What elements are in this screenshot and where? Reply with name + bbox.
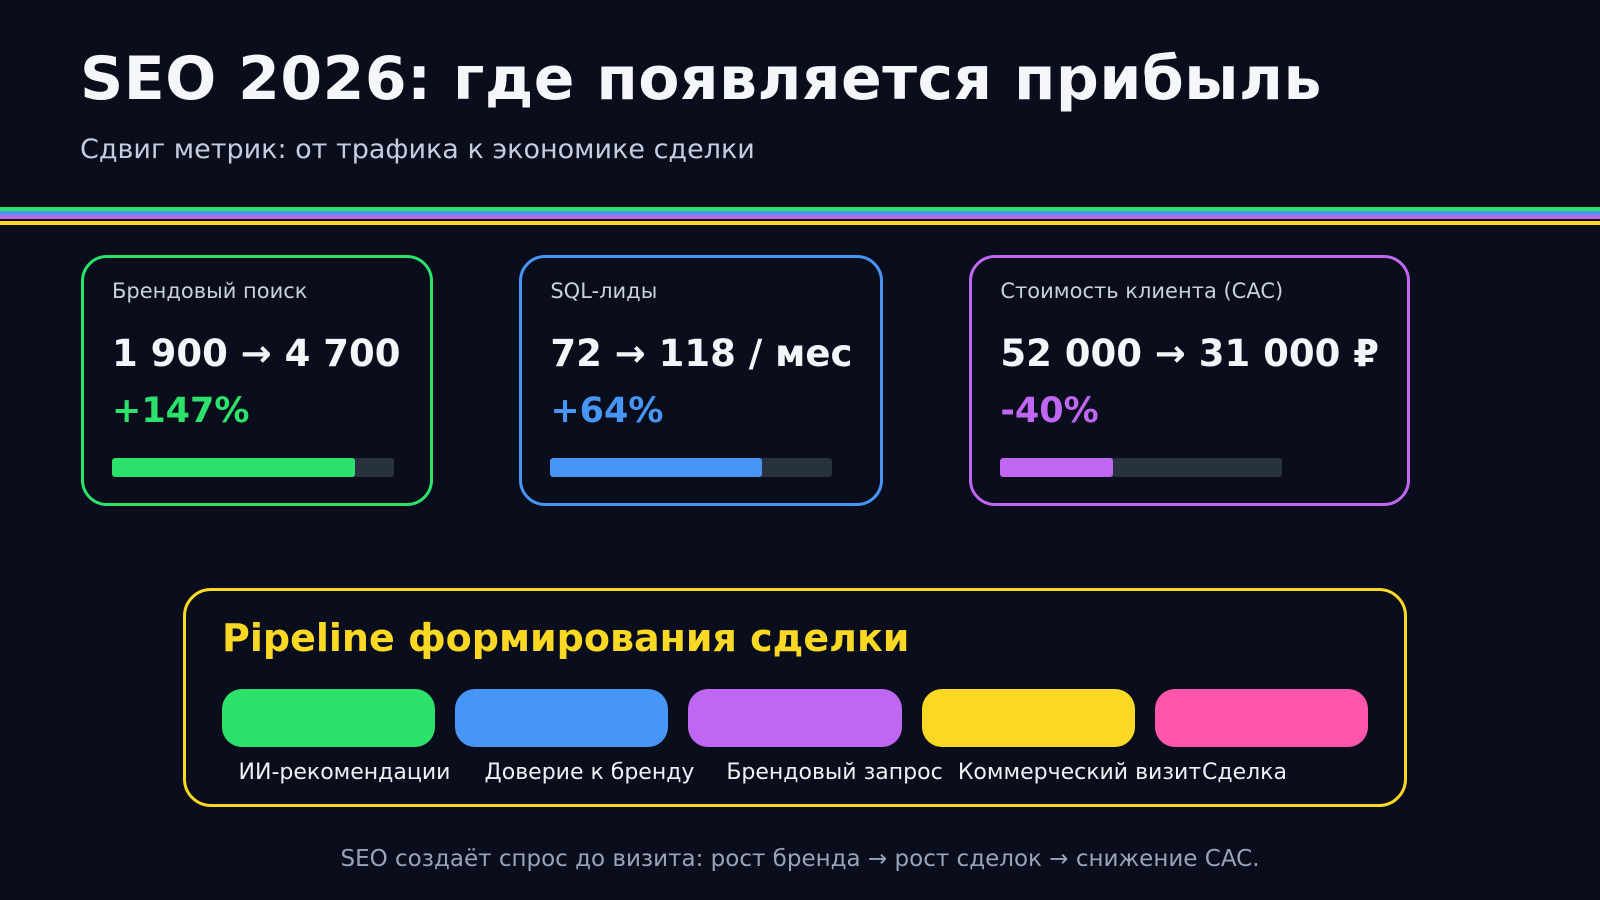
pipeline-stage-labels-row: ИИ-рекомендации Доверие к бренду Брендов… [222,759,1368,786]
metric-label: SQL-лиды [550,279,658,303]
divider-stripe-purple [0,215,1600,219]
page-title: SEO 2026: где появляется прибыль [80,44,1322,114]
divider-stripe-blue [0,211,1600,215]
metric-value: 52 000 → 31 000 ₽ [1000,332,1379,375]
metric-delta: -40% [1000,391,1099,431]
progress-track [112,458,394,477]
progress-track [550,458,833,477]
stage-pill-brand-trust [455,689,669,747]
divider-stripe-green [0,207,1600,211]
footer-note: SEO создаёт спрос до визита: рост бренда… [340,846,1260,872]
metric-cards-row: Брендовый поиск 1 900 → 4 700 +147% SQL-… [81,255,1410,506]
stage-pill-brand-query [688,689,902,747]
stage-label-brand-query: Брендовый запрос [712,759,957,786]
pipeline-panel: Pipeline формирования сделки ИИ-рекоменд… [183,588,1407,807]
stage-pill-deal [1154,689,1369,747]
progress-track [1000,458,1283,477]
stage-label-brand-trust: Доверие к бренду [467,759,712,786]
rainbow-divider [0,207,1600,225]
pipeline-stages-row [222,689,1369,747]
header: SEO 2026: где появляется прибыль Сдвиг м… [0,0,1600,166]
stage-label-commercial-visit: Коммерческий визит [957,759,1202,786]
stage-label-ai-recommendations: ИИ-рекомендации [222,759,467,786]
metric-value: 72 → 118 / мес [550,332,853,375]
stage-label-text: ИИ-рекомендации [238,760,451,785]
stage-pill-commercial-visit [921,689,1135,747]
stage-label-text: Доверие к бренду [484,760,695,785]
metric-delta: +147% [112,391,250,431]
metric-delta: +64% [550,391,664,431]
metric-card-cac: Стоимость клиента (CAC) 52 000 → 31 000 … [969,255,1410,506]
metric-card-sql-leads: SQL-лиды 72 → 118 / мес +64% [519,255,884,506]
metric-label: Брендовый поиск [112,279,308,303]
metric-card-brand-search: Брендовый поиск 1 900 → 4 700 +147% [81,255,434,506]
stage-label-text: Сделка [1202,760,1287,785]
pipeline-title: Pipeline формирования сделки [222,616,910,660]
progress-fill [112,458,355,477]
divider-stripe-yellow [0,221,1600,225]
page-subtitle: Сдвиг метрик: от трафика к экономике сде… [80,134,755,165]
stage-label-text: Коммерческий визит [957,760,1202,785]
stage-label-deal: Сделка [1202,759,1287,786]
progress-fill [1000,458,1114,477]
stage-pill-ai-recommendations [222,689,436,747]
metric-label: Стоимость клиента (CAC) [1000,279,1284,303]
stage-label-text: Брендовый запрос [726,760,943,785]
progress-fill [550,458,762,477]
metric-value: 1 900 → 4 700 [112,332,401,375]
